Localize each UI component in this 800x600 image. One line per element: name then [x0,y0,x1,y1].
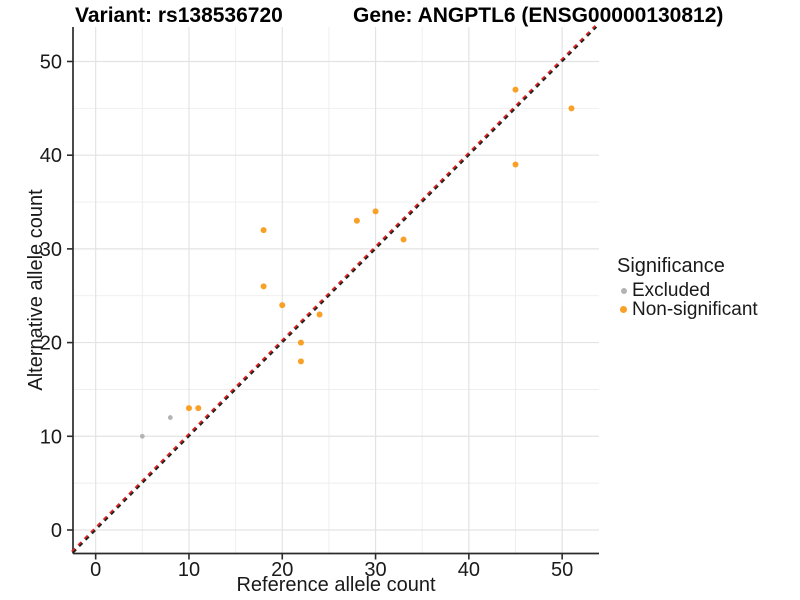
x-tick-label: 30 [364,559,386,581]
identity-line-dark [72,26,598,554]
gene-title: Gene: ANGPTL6 (ENSG00000130812) [353,4,724,27]
data-point-non-significant [297,339,304,346]
excluded-point-icon [621,287,627,294]
identity-line [71,25,598,554]
axis-tick-marks [67,60,563,560]
data-point-excluded [139,433,145,439]
y-tick-label: 20 [40,333,62,355]
data-point-non-significant [260,227,267,234]
axis-tick-labels: 0 10 20 30 40 50 0 10 20 30 40 50 [40,51,574,581]
legend-item-excluded: Excluded [615,281,758,300]
y-tick-label: 30 [40,239,62,261]
data-point-non-significant [185,405,192,412]
legend-item-excluded-label: Excluded [632,280,711,301]
data-point-non-significant [297,358,304,365]
x-tick-label: 40 [458,559,480,581]
x-tick-label: 50 [551,559,573,581]
y-axis-title: Alternative allele count [25,189,47,391]
x-axis-title: Reference allele count [236,574,435,596]
data-point-non-significant [195,405,202,412]
data-point-non-significant [400,236,407,243]
non-significant-point-icon [620,306,627,313]
gridlines-minor [73,27,599,554]
legend-title: Significance [617,255,725,277]
legend-item-non-significant: Non-significant [615,300,758,319]
data-point-non-significant [316,311,323,318]
data-point-non-significant [260,283,267,290]
gridlines-major [73,27,599,554]
legend: Significance Excluded Non-significant [615,255,758,319]
x-tick-label: 10 [178,559,200,581]
data-point-non-significant [372,208,379,215]
axis-lines [72,27,599,555]
x-tick-label: 20 [271,559,293,581]
x-tick-label: 0 [90,559,101,581]
data-point-non-significant [512,161,519,168]
y-tick-label: 50 [40,51,62,73]
page-title: Variant: rs138536720 [75,4,283,27]
data-point-non-significant [353,217,360,224]
data-point-non-significant [512,86,519,93]
y-tick-label: 10 [40,426,62,448]
data-point-non-significant [279,302,286,309]
data-point-non-significant [568,105,575,112]
y-tick-label: 0 [51,520,62,542]
legend-item-non-significant-label: Non-significant [632,299,758,320]
y-tick-label: 40 [40,145,62,167]
data-point-excluded [167,415,173,420]
identity-line-red [71,25,596,553]
data-points [139,86,575,439]
